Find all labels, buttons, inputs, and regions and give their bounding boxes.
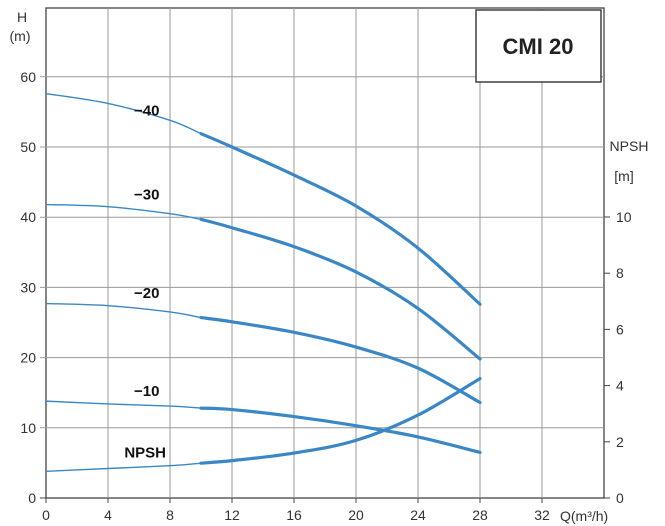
series-line-thin	[45, 203, 202, 220]
y-left-tick-label: 10	[20, 420, 36, 436]
series-lines	[45, 92, 482, 473]
series-line-thick	[199, 132, 482, 306]
x-tick-label: 20	[348, 507, 364, 523]
x-tick-label: 32	[534, 507, 550, 523]
series-label: −10	[134, 383, 159, 400]
series-line-thick	[199, 376, 482, 465]
y-left-tick-label: 30	[20, 279, 36, 295]
y-right-tick-label: 8	[616, 265, 624, 281]
series-line-thin	[45, 462, 202, 473]
x-tick-label: 12	[224, 507, 240, 523]
y-left-tick-label: 0	[28, 490, 36, 506]
y-left-axis-unit: (m)	[10, 28, 31, 44]
y-right-axis-label: NPSH	[610, 138, 649, 154]
title-frame	[475, 9, 602, 83]
axes: 0 4 8 12 16 20 24 28 3201020304050600246810H(m)N…	[10, 9, 649, 524]
title-box: CMI 20	[475, 9, 602, 83]
x-tick-label: 16	[286, 507, 302, 523]
y-left-tick-label: 40	[20, 209, 36, 225]
series-line-thin	[45, 302, 202, 319]
chart-title: CMI 20	[503, 34, 574, 59]
x-tick-label: 0	[42, 507, 50, 523]
x-tick-label: 24	[410, 507, 426, 523]
series-label: −40	[134, 102, 159, 119]
series-line-thin	[45, 92, 202, 135]
y-right-axis-unit: [m]	[614, 168, 633, 184]
x-axis-label: Q(m³/h)	[560, 508, 608, 524]
x-tick-label: 28	[472, 507, 488, 523]
x-tick-label: 4	[104, 507, 112, 523]
y-left-tick-label: 20	[20, 350, 36, 366]
y-left-tick-label: 60	[20, 69, 36, 85]
series-label: NPSH	[124, 444, 166, 461]
y-right-tick-label: 6	[616, 321, 624, 337]
y-right-tick-label: 10	[616, 209, 632, 225]
y-right-tick-label: 2	[616, 434, 624, 450]
y-left-axis-label: H	[17, 9, 27, 25]
series-line-thick	[199, 315, 482, 405]
y-right-tick-label: 0	[616, 490, 624, 506]
series-line-thick	[199, 406, 482, 454]
plot-frame	[45, 7, 605, 499]
series-label: −30	[134, 187, 159, 204]
y-right-tick-label: 4	[616, 378, 624, 394]
y-left-tick-label: 50	[20, 139, 36, 155]
x-tick-label: 8	[166, 507, 174, 523]
series-label: −20	[134, 285, 159, 302]
series-line-thin	[45, 400, 202, 409]
series-line-thick	[199, 217, 482, 361]
curve-labels: −40 −30 −20 −10 NPSH	[124, 102, 166, 461]
